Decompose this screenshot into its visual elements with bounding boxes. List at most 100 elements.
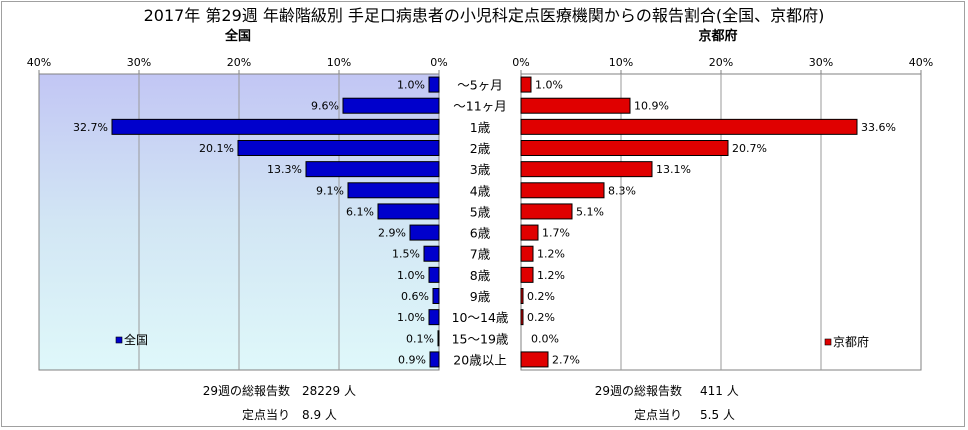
right-bar	[520, 351, 549, 368]
ticks-layer: 0% 0% 10% 10% 20% 20% 30% 30% 40% 40%	[27, 56, 933, 69]
right-tick-label: 10%	[609, 56, 633, 69]
right-tick-label: 20%	[709, 56, 733, 69]
right-bar	[520, 76, 532, 93]
right-data-label: 5.1%	[576, 205, 604, 218]
category-label: 7歳	[470, 247, 491, 262]
footer-left-per-label: 定点当り	[242, 407, 290, 422]
legend-right: 京都府	[824, 334, 869, 349]
right-data-label: 1.7%	[542, 227, 570, 240]
right-bar	[520, 118, 858, 135]
right-data-label: 1.2%	[537, 248, 565, 261]
left-data-label: 13.3%	[267, 163, 302, 176]
footer-right-total-label: 29週の総報告数	[595, 383, 682, 398]
left-tick-label: 0%	[430, 56, 447, 69]
category-label: 15～19歳	[452, 331, 509, 346]
category-label: ～5ヶ月	[457, 78, 502, 93]
left-data-label: 0.9%	[398, 353, 426, 366]
left-bar	[111, 118, 440, 135]
left-bar	[428, 266, 440, 283]
right-bar	[520, 97, 631, 114]
left-bar	[437, 330, 440, 347]
left-tick-label: 30%	[127, 56, 151, 69]
footer-right-per-label: 定点当り	[634, 407, 682, 422]
footer-left-total-label: 29週の総報告数	[203, 383, 290, 398]
left-tick-label: 40%	[27, 56, 51, 69]
left-tick-label: 10%	[327, 56, 351, 69]
left-data-label: 1.0%	[397, 269, 425, 282]
category-layer: ～5ヶ月 ～11ヶ月 1歳 2歳 3歳 4歳 5歳 6歳 7歳 8歳 9歳 10～14歳 15～19歳 2…	[452, 78, 509, 368]
left-data-label: 6.1%	[346, 205, 374, 218]
category-label: 5歳	[470, 204, 491, 219]
legend-swatch-right	[824, 338, 832, 346]
left-bar	[428, 309, 440, 326]
right-bar	[520, 140, 729, 156]
right-bar	[520, 309, 524, 326]
right-bar	[520, 245, 534, 262]
right-tick-label: 30%	[809, 56, 833, 69]
left-data-label: 9.6%	[311, 100, 339, 113]
right-panel-title: 京都府	[698, 28, 737, 44]
chart-title: 2017年 第29週 年齢階級別 手足口病患者の小児科定点医療機関からの報告割合…	[144, 6, 825, 25]
right-bar	[520, 161, 653, 178]
right-bar	[520, 288, 524, 304]
left-bar	[423, 245, 440, 262]
footer-right-total-value: 411 人	[700, 384, 739, 398]
right-tick-label: 0%	[512, 56, 529, 69]
legend-label-left: 全国	[124, 332, 148, 347]
left-bar	[377, 203, 440, 220]
left-bar	[237, 140, 440, 156]
category-label: 8歳	[470, 268, 491, 283]
category-label: 20歳以上	[453, 352, 506, 367]
right-bar	[520, 224, 539, 241]
left-data-label: 1.0%	[397, 79, 425, 92]
left-bar	[305, 161, 440, 178]
right-data-label: 0.2%	[527, 290, 555, 303]
footer-left: 29週の総報告数 28229 人 定点当り 8.9 人	[203, 383, 356, 422]
left-bar	[432, 288, 440, 304]
right-data-label: 33.6%	[861, 121, 896, 134]
right-data-label: 20.7%	[732, 142, 767, 155]
left-bar	[347, 182, 440, 199]
bars-layer	[111, 76, 858, 368]
category-label: 2歳	[470, 141, 491, 156]
left-data-label: 0.1%	[406, 332, 434, 345]
left-data-label: 32.7%	[73, 121, 108, 134]
right-data-label: 2.7%	[552, 353, 580, 366]
right-bar	[520, 266, 534, 283]
legend-left: 全国	[115, 332, 148, 347]
left-bar	[409, 224, 440, 241]
left-data-label: 0.6%	[401, 290, 429, 303]
right-data-label: 1.0%	[535, 79, 563, 92]
right-data-label: 0.0%	[531, 332, 559, 345]
footer-right-per-value: 5.5 人	[700, 408, 735, 422]
legend-label-right: 京都府	[833, 334, 869, 349]
category-label: 4歳	[470, 183, 491, 198]
category-label: 9歳	[470, 289, 491, 304]
footer-left-per-value: 8.9 人	[302, 408, 337, 422]
footer-right: 29週の総報告数 411 人 定点当り 5.5 人	[595, 383, 739, 422]
left-tick-label: 20%	[227, 56, 251, 69]
left-bar	[428, 76, 440, 93]
right-bar	[520, 182, 605, 199]
right-tick-label: 40%	[909, 56, 933, 69]
right-data-label: 0.2%	[527, 311, 555, 324]
right-bar	[520, 203, 573, 220]
left-data-label: 9.1%	[316, 184, 344, 197]
left-data-label: 1.5%	[392, 248, 420, 261]
right-data-label: 13.1%	[656, 163, 691, 176]
labels-layer: 1.0% 1.0% 9.6% 10.9% 32.7% 33.6% 20.1% 20.7% 13.…	[73, 79, 896, 367]
left-panel-title: 全国	[224, 28, 251, 44]
right-data-label: 1.2%	[537, 269, 565, 282]
left-data-label: 1.0%	[397, 311, 425, 324]
category-label: 3歳	[470, 162, 491, 177]
left-data-label: 2.9%	[378, 227, 406, 240]
category-label: 10～14歳	[452, 310, 509, 325]
right-data-label: 10.9%	[634, 100, 669, 113]
footer-left-total-value: 28229 人	[302, 384, 356, 398]
right-data-label: 8.3%	[608, 184, 636, 197]
category-label: 6歳	[470, 226, 491, 241]
category-label: ～11ヶ月	[453, 99, 506, 114]
